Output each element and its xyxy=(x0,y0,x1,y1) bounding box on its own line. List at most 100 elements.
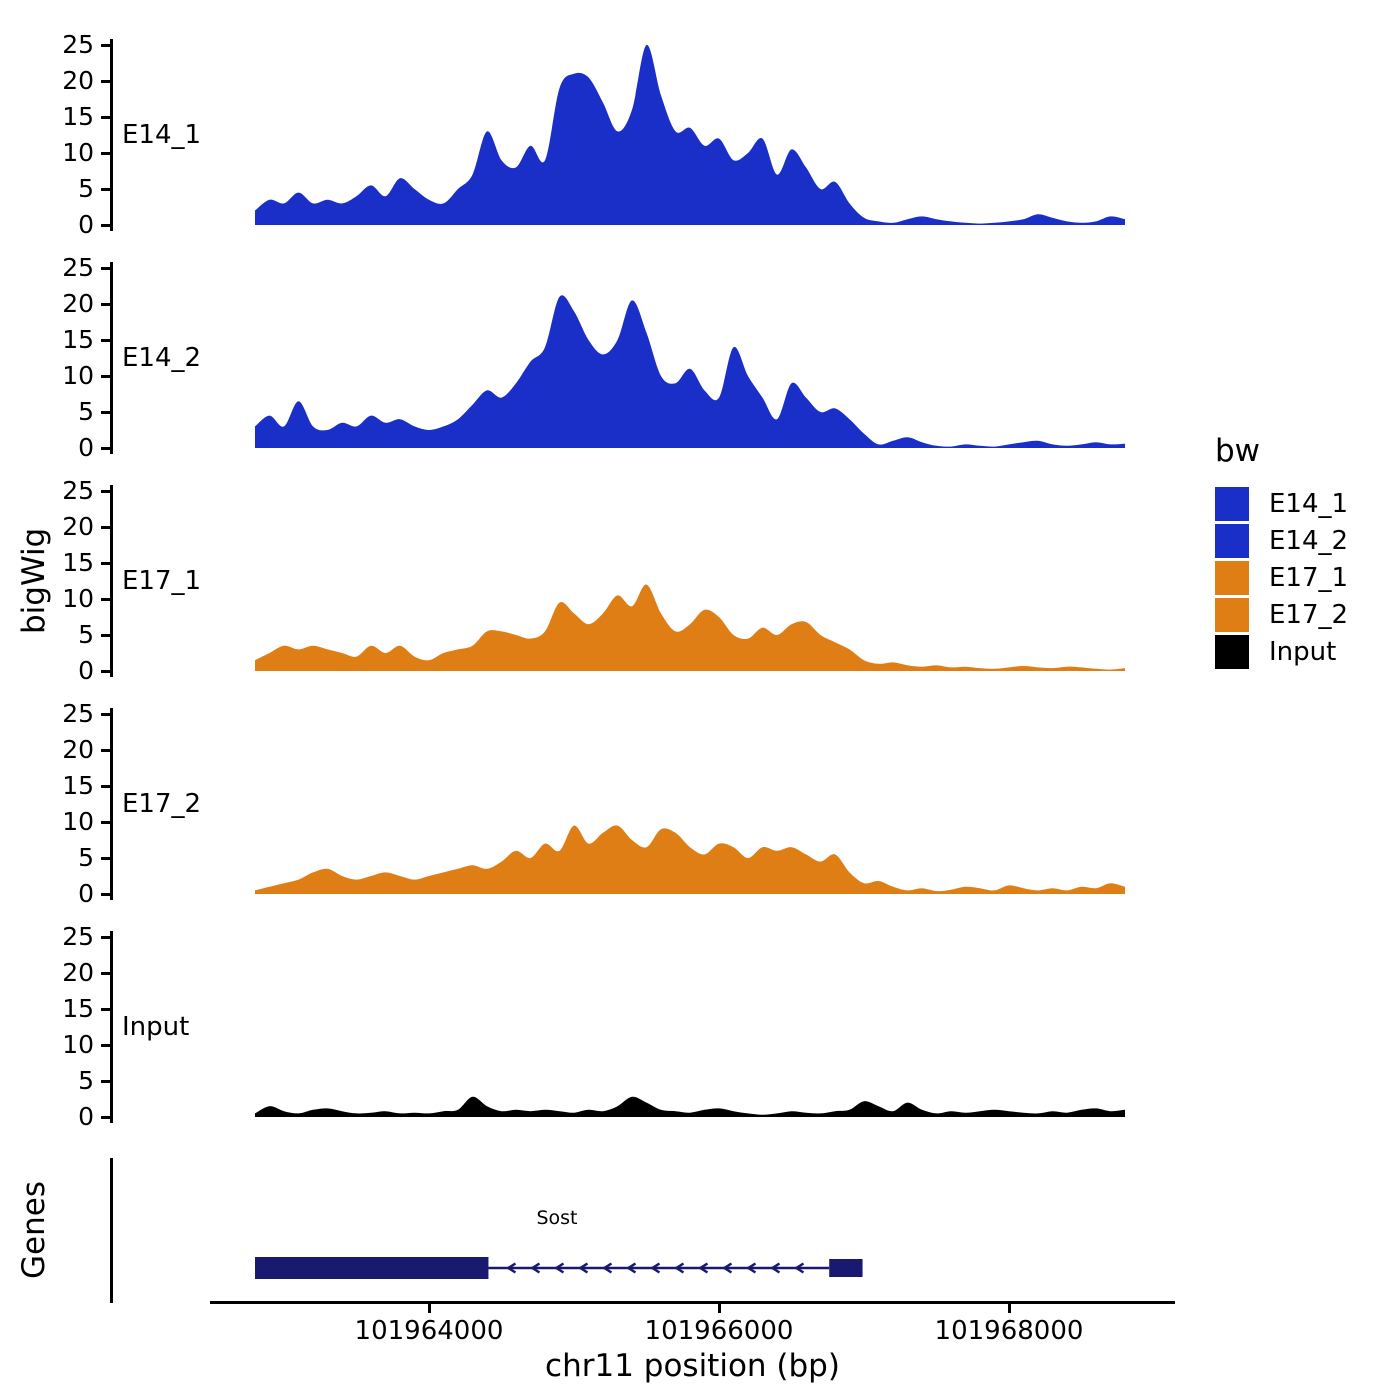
strand-arrow-icon xyxy=(578,1262,589,1274)
y-tick-label: 0 xyxy=(78,1102,94,1131)
y-tick-mark xyxy=(101,410,110,414)
y-tick-label: 15 xyxy=(62,325,94,354)
y-tick-label: 20 xyxy=(62,289,94,318)
legend-swatch-icon xyxy=(1215,635,1249,669)
legend-swatch-icon xyxy=(1215,524,1249,558)
y-tick-mark xyxy=(101,1079,110,1083)
y-tick-mark xyxy=(101,892,110,896)
legend-entry-e17_2: E17_2 xyxy=(1215,598,1348,632)
x-tick-mark xyxy=(717,1304,721,1313)
y-tick-label: 10 xyxy=(62,1030,94,1059)
y-tick-label: 10 xyxy=(62,807,94,836)
track-label-input: Input xyxy=(122,1012,190,1042)
y-tick-mark xyxy=(101,374,110,378)
legend-label: Input xyxy=(1269,637,1337,667)
x-tick-label: 101964000 xyxy=(354,1316,504,1346)
y-tick-label: 20 xyxy=(62,735,94,764)
legend-swatch-icon xyxy=(1215,561,1249,595)
y-axis-line xyxy=(110,485,113,677)
y-tick-mark xyxy=(101,446,110,450)
track-label-e14-2: E14_2 xyxy=(122,343,202,373)
y-tick-mark xyxy=(101,561,110,565)
y-tick-label: 0 xyxy=(78,210,94,239)
x-tick-mark xyxy=(427,1304,431,1313)
y-tick-label: 0 xyxy=(78,879,94,908)
coverage-path xyxy=(255,295,1125,448)
y-tick-mark xyxy=(101,266,110,270)
track-panel-e17-2: 0 5 10 15 20 25 E17_2 xyxy=(0,700,1200,908)
legend-entry-e17_1: E17_1 xyxy=(1215,561,1348,595)
y-tick-mark xyxy=(101,489,110,493)
y-tick-mark xyxy=(101,748,110,752)
y-tick-mark xyxy=(101,1007,110,1011)
gene-exon-2 xyxy=(829,1259,863,1277)
y-tick-label: 0 xyxy=(78,656,94,685)
track-label-e17-2: E17_2 xyxy=(122,789,202,819)
genes-panel: Sost xyxy=(0,1155,1200,1305)
y-tick-mark xyxy=(101,223,110,227)
legend: bw E14_1 E14_2 E17_1 E17_2 Input xyxy=(1215,433,1348,672)
track-label-e17-1: E17_1 xyxy=(122,566,202,596)
legend-swatch-icon xyxy=(1215,598,1249,632)
x-axis-line xyxy=(210,1301,1175,1304)
y-tick-label: 5 xyxy=(78,620,94,649)
gene-name-label: Sost xyxy=(536,1207,578,1229)
y-tick-mark xyxy=(101,115,110,119)
y-tick-mark xyxy=(101,151,110,155)
y-tick-mark xyxy=(101,597,110,601)
gene-model xyxy=(255,1257,863,1279)
legend-entries: E14_1 E14_2 E17_1 E17_2 Input xyxy=(1215,487,1348,669)
strand-arrow-icon xyxy=(650,1262,661,1274)
coverage-area-e14-2 xyxy=(255,295,1125,448)
strand-arrow-icon xyxy=(722,1262,733,1274)
y-tick-mark xyxy=(101,712,110,716)
legend-label: E17_2 xyxy=(1269,600,1349,630)
coverage-area-e17-1 xyxy=(255,584,1125,671)
x-tick-label: 101966000 xyxy=(644,1316,794,1346)
coverage-path xyxy=(255,825,1125,894)
y-tick-label: 5 xyxy=(78,174,94,203)
track-panel-input: 0 5 10 15 20 25 Input xyxy=(0,923,1200,1131)
track-panel-e14-2: 0 5 10 15 20 25 E14_2 xyxy=(0,254,1200,462)
y-axis-line xyxy=(110,262,113,454)
coverage-area-input xyxy=(255,1096,1125,1117)
y-tick-label: 5 xyxy=(78,397,94,426)
coverage-area-e14-1 xyxy=(255,44,1125,225)
legend-label: E17_1 xyxy=(1269,563,1349,593)
legend-entry-e14_1: E14_1 xyxy=(1215,487,1348,521)
y-tick-label: 0 xyxy=(78,433,94,462)
legend-swatch-icon xyxy=(1215,487,1249,521)
coverage-area-e17-2 xyxy=(255,825,1125,894)
genes-axis-line xyxy=(110,1158,113,1303)
strand-arrow-icon xyxy=(770,1262,781,1274)
y-tick-label: 25 xyxy=(62,922,94,951)
coverage-path xyxy=(255,1096,1125,1117)
y-tick-label: 15 xyxy=(62,102,94,131)
y-tick-label: 25 xyxy=(62,30,94,59)
y-tick-label: 10 xyxy=(62,138,94,167)
y-tick-mark xyxy=(101,302,110,306)
legend-label: E14_2 xyxy=(1269,526,1349,556)
strand-arrow-icon xyxy=(554,1262,565,1274)
y-tick-label: 5 xyxy=(78,1066,94,1095)
strand-arrow-icon xyxy=(506,1262,517,1274)
coverage-path xyxy=(255,44,1125,225)
track-label-e14-1: E14_1 xyxy=(122,120,202,150)
legend-label: E14_1 xyxy=(1269,489,1349,519)
strand-arrow-icon xyxy=(602,1262,613,1274)
y-tick-mark xyxy=(101,856,110,860)
y-tick-label: 25 xyxy=(62,253,94,282)
y-tick-label: 10 xyxy=(62,584,94,613)
track-panel-e14-1: 0 5 10 15 20 25 E14_1 xyxy=(0,31,1200,239)
y-tick-mark xyxy=(101,820,110,824)
x-tick-label: 101968000 xyxy=(934,1316,1084,1346)
y-tick-mark xyxy=(101,971,110,975)
y-tick-mark xyxy=(101,935,110,939)
strand-arrow-icon xyxy=(794,1262,805,1274)
y-tick-label: 15 xyxy=(62,994,94,1023)
x-axis-title: chr11 position (bp) xyxy=(545,1348,840,1384)
track-panel-e17-1: 0 5 10 15 20 25 E17_1 xyxy=(0,477,1200,685)
legend-entry-input: Input xyxy=(1215,635,1348,669)
y-tick-label: 10 xyxy=(62,361,94,390)
